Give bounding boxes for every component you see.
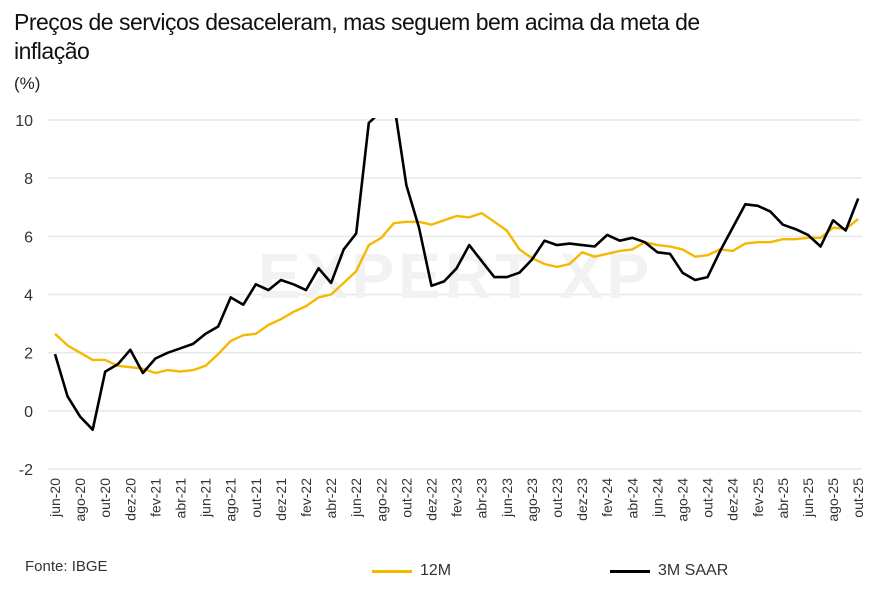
x-tick-label: jun-23	[499, 478, 515, 518]
x-tick-label: ago-20	[72, 478, 88, 522]
x-tick-label: jun-25	[800, 478, 816, 518]
y-tick-label: 6	[24, 229, 33, 246]
x-tick-label: jun-20	[47, 478, 63, 518]
x-tick-label: ago-23	[524, 478, 540, 522]
x-tick-label: out-22	[398, 478, 414, 518]
x-tick-label: ago-21	[223, 478, 239, 522]
x-tick-label: ago-24	[675, 478, 691, 522]
y-tick-label: 2	[24, 346, 33, 363]
x-tick-label: dez-20	[122, 478, 138, 521]
y-axis-unit: (%)	[14, 74, 41, 93]
x-tick-label: jun-21	[198, 478, 214, 518]
x-tick-label: fev-25	[750, 478, 766, 517]
x-tick-label: jun-22	[348, 478, 364, 518]
x-tick-label: out-25	[850, 478, 866, 518]
watermark: EXPERT XP	[258, 240, 653, 312]
y-tick-label: 10	[15, 113, 33, 130]
x-tick-label: out-21	[248, 478, 264, 518]
x-tick-label: dez-22	[424, 478, 440, 521]
x-tick-label: abr-25	[775, 478, 791, 519]
y-tick-label: 8	[24, 171, 33, 188]
x-tick-label: dez-24	[725, 478, 741, 521]
x-tick-label: fev-23	[449, 478, 465, 517]
legend-item-12m: 12M	[372, 562, 451, 580]
x-tick-label: jun-24	[649, 478, 665, 518]
x-tick-label: out-20	[97, 478, 113, 518]
chart-title: Preços de serviços desaceleram, mas segu…	[14, 9, 700, 64]
x-tick-label: abr-23	[474, 478, 490, 519]
x-tick-label: dez-21	[273, 478, 289, 521]
x-tick-label: ago-25	[825, 478, 841, 522]
series-line-12m	[54, 211, 859, 375]
legend-swatch-3m-saar	[610, 569, 650, 573]
legend-label-3m-saar: 3M SAAR	[658, 562, 729, 579]
y-tick-label: 0	[24, 404, 33, 421]
x-tick-label: out-23	[549, 478, 565, 518]
x-tick-label: abr-24	[624, 478, 640, 519]
series-line-3m-saar	[53, 118, 860, 432]
y-tick-label: -2	[19, 462, 33, 479]
x-tick-label: ago-22	[373, 478, 389, 522]
x-tick-label: out-24	[700, 478, 716, 518]
x-tick-label: fev-24	[599, 478, 615, 517]
x-tick-label: abr-21	[173, 478, 189, 519]
x-tick-label: dez-23	[574, 478, 590, 521]
legend-label-12m: 12M	[420, 562, 452, 579]
y-tick-label: 4	[24, 288, 33, 305]
source-note: Fonte: IBGE	[25, 558, 108, 575]
x-tick-label: abr-22	[323, 478, 339, 519]
legend-swatch-12m	[372, 569, 412, 573]
x-tick-label: fev-22	[298, 478, 314, 517]
legend-item-3m-saar: 3M SAAR	[610, 562, 728, 580]
x-tick-label: fev-21	[147, 478, 163, 517]
